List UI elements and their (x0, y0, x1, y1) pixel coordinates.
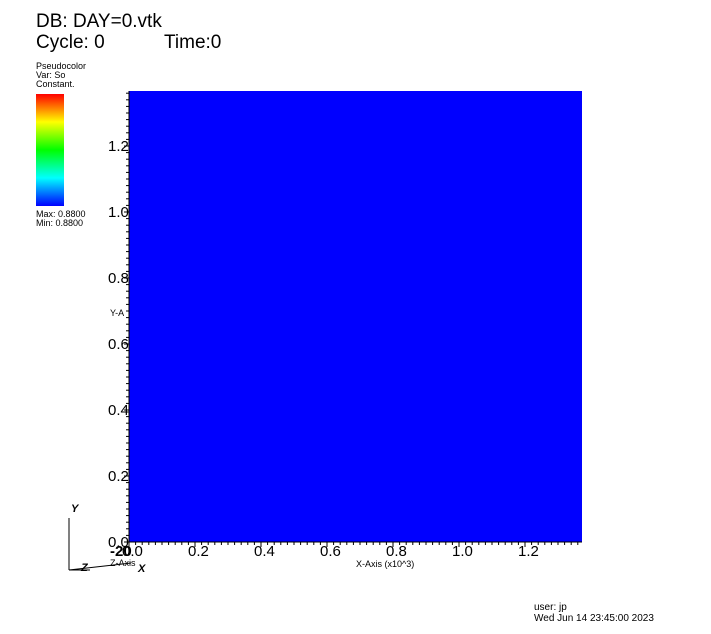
x-tick-label: 0.2 (188, 543, 209, 560)
y-tick-label: 1.2 (108, 138, 129, 155)
x-tick-label: 0.6 (320, 543, 341, 560)
z-axis-label: Z-Axis (110, 558, 136, 568)
triad-z: Z (81, 562, 88, 574)
y-tick-label: 0.6 (108, 336, 129, 353)
x-tick-label: 0.0 (122, 543, 143, 560)
x-tick-label: 0.8 (386, 543, 407, 560)
triad-y: Y (71, 503, 79, 515)
database-title: DB: DAY=0.vtk (36, 11, 162, 32)
triad-x-axis (68, 562, 132, 571)
x-tick-label: 1.0 (452, 543, 473, 560)
y-axis-label: Y-A (110, 308, 125, 318)
legend-min: Min: 0.8800 (36, 218, 84, 228)
y-tick-label: 0.2 (108, 468, 129, 485)
cycle-label: Cycle: 0 (36, 32, 105, 53)
y-tick-label: 1.0 (108, 204, 129, 221)
y-tick-label: 0.0 (108, 534, 129, 551)
legend-plot-type: Pseudocolor (36, 61, 87, 71)
x-axis-label: X-Axis (x10^3) (356, 559, 415, 569)
legend-var: Var: So (36, 70, 66, 80)
z-tick-label: -20 (110, 543, 132, 560)
legend-max: Max: 0.8800 (36, 209, 86, 219)
time-label: Time:0 (164, 32, 222, 53)
legend-mode: Constant. (36, 79, 75, 89)
colorbar (36, 94, 64, 206)
triad-x: X (138, 563, 146, 575)
x-tick-label: 0.4 (254, 543, 275, 560)
date-label: Wed Jun 14 23:45:00 2023 (534, 613, 654, 624)
plot-area[interactable] (129, 91, 582, 542)
user-label: user: jp (534, 602, 567, 613)
y-tick-label: 0.4 (108, 402, 129, 419)
y-tick-label: 0.8 (108, 270, 129, 287)
x-tick-label: 1.2 (518, 543, 539, 560)
